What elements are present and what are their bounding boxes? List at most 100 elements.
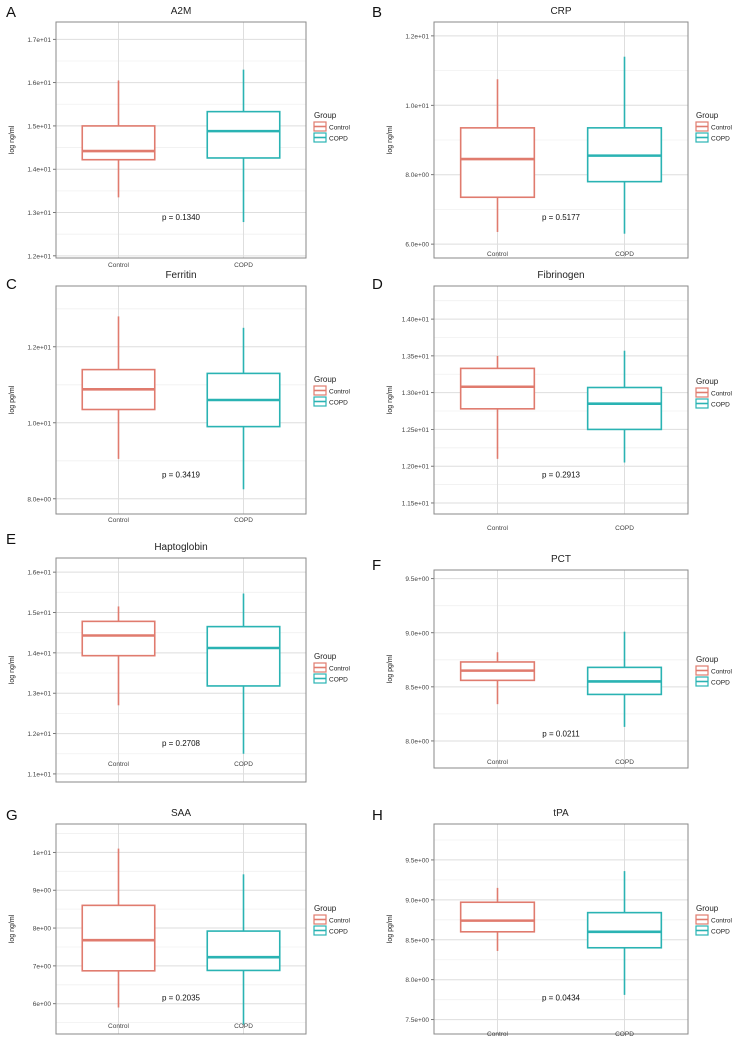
p-value-annotation: p = 0.5177 bbox=[542, 213, 581, 222]
y-tick-label: 9.0e+00 bbox=[405, 897, 429, 904]
y-tick-label: 8.0e+00 bbox=[405, 172, 429, 179]
legend: Group Control COPD bbox=[313, 375, 351, 407]
box-iqr bbox=[586, 911, 663, 949]
x-tick-label: Control bbox=[108, 761, 130, 768]
chart-title: A2M bbox=[171, 6, 192, 17]
plot-frame bbox=[55, 21, 307, 259]
y-tick-label: 1.7e+01 bbox=[27, 37, 51, 44]
legend-label-control: Control bbox=[711, 125, 733, 132]
x-tick-label: COPD bbox=[234, 1023, 253, 1030]
x-tick-label: Control bbox=[108, 262, 130, 269]
legend-title: Group bbox=[314, 904, 337, 913]
legend-label-copd: COPD bbox=[329, 400, 348, 407]
y-tick-label: 1.5e+01 bbox=[27, 123, 51, 130]
p-value-annotation: p = 0.2708 bbox=[162, 739, 201, 748]
y-tick-label: 9.5e+00 bbox=[405, 576, 429, 583]
y-tick-label: 1.40e+01 bbox=[402, 317, 430, 324]
y-tick-label: 8.0e+00 bbox=[405, 738, 429, 745]
box-iqr bbox=[586, 386, 663, 431]
legend-title: Group bbox=[696, 377, 719, 386]
plot-frame bbox=[433, 21, 689, 259]
chart-title: Ferritin bbox=[165, 270, 196, 281]
x-tick-label: COPD bbox=[234, 517, 253, 524]
chart-title: tPA bbox=[553, 808, 569, 819]
y-tick-label: 7e+00 bbox=[33, 963, 52, 970]
y-tick-label: 8.0e+00 bbox=[27, 496, 51, 503]
boxplot-control bbox=[81, 606, 156, 706]
p-value-annotation: p = 0.0211 bbox=[542, 729, 580, 738]
panel-g: G SAA 6e+00 7e+00 8e+00 9e+00 1e+01 p = 0.2035 C… bbox=[6, 807, 351, 1035]
panel-b: B CRP 6.0e+00 8.0e+00 1.0e+01 1.2e+01 p = 0.51… bbox=[372, 4, 733, 259]
y-tick-label: 1.3e+01 bbox=[27, 210, 51, 217]
chart-title: Fibrinogen bbox=[537, 270, 584, 281]
y-tick-label: 8.5e+00 bbox=[405, 684, 429, 691]
y-tick-label: 1.30e+01 bbox=[402, 390, 430, 397]
box-iqr bbox=[81, 125, 156, 161]
x-tick-label: COPD bbox=[615, 759, 634, 766]
legend-label-copd: COPD bbox=[329, 929, 348, 936]
legend: Group Control COPD bbox=[313, 111, 351, 143]
boxplot-copd bbox=[206, 327, 281, 490]
chart-title: PCT bbox=[551, 554, 571, 565]
x-tick-label: COPD bbox=[615, 1031, 634, 1038]
legend-label-control: Control bbox=[329, 918, 351, 925]
box-iqr bbox=[81, 904, 156, 972]
x-tick-label: Control bbox=[487, 251, 509, 258]
y-axis-label: log ng/ml bbox=[9, 125, 16, 154]
y-tick-label: 6e+00 bbox=[33, 1001, 52, 1008]
legend-label-control: Control bbox=[329, 125, 351, 132]
legend-label-copd: COPD bbox=[711, 402, 730, 409]
legend-title: Group bbox=[314, 375, 337, 384]
y-tick-label: 1.3e+01 bbox=[27, 691, 51, 698]
y-tick-label: 1.5e+01 bbox=[27, 610, 51, 617]
boxplot-copd bbox=[206, 593, 281, 754]
legend-label-control: Control bbox=[711, 669, 733, 676]
panel-label: H bbox=[372, 807, 383, 824]
panel-label: E bbox=[6, 531, 16, 548]
y-tick-label: 1.4e+01 bbox=[27, 650, 51, 657]
x-tick-label: COPD bbox=[615, 251, 634, 258]
y-axis-label: log ng/ml bbox=[387, 385, 394, 414]
p-value-annotation: p = 0.3419 bbox=[162, 471, 201, 480]
panel-label: A bbox=[6, 4, 16, 21]
y-tick-label: 1.0e+01 bbox=[405, 103, 429, 110]
box-iqr bbox=[459, 901, 536, 933]
boxplot-control bbox=[81, 316, 156, 459]
y-tick-label: 1.2e+01 bbox=[27, 344, 51, 351]
boxplot-control bbox=[459, 652, 536, 705]
boxplot-control bbox=[459, 355, 536, 459]
chart-title: SAA bbox=[171, 808, 191, 819]
plot-frame bbox=[433, 823, 689, 1035]
y-tick-label: 1.2e+01 bbox=[27, 731, 51, 738]
legend-title: Group bbox=[696, 655, 719, 664]
box-iqr bbox=[206, 625, 281, 687]
legend-label-control: Control bbox=[711, 391, 733, 398]
box-iqr bbox=[81, 620, 156, 657]
y-tick-label: 1.1e+01 bbox=[27, 771, 51, 778]
x-tick-label: Control bbox=[108, 1023, 130, 1030]
legend: Group Control COPD bbox=[695, 655, 733, 687]
x-tick-label: Control bbox=[108, 517, 130, 524]
y-tick-label: 7.5e+00 bbox=[405, 1017, 429, 1024]
panel-c: C Ferritin 8.0e+00 1.0e+01 1.2e+01 p = 0.3419… bbox=[6, 270, 351, 524]
legend-title: Group bbox=[696, 111, 719, 120]
legend-title: Group bbox=[314, 652, 337, 661]
y-tick-label: 1.6e+01 bbox=[27, 570, 51, 577]
x-tick-label: Control bbox=[487, 1031, 509, 1038]
box-iqr bbox=[206, 110, 281, 159]
panel-f: F PCT 8.0e+00 8.5e+00 9.0e+00 9.5e+00 p = 0.02… bbox=[372, 554, 733, 769]
box-iqr bbox=[206, 930, 281, 972]
boxplot-copd bbox=[206, 874, 281, 1025]
y-tick-label: 6.0e+00 bbox=[405, 242, 429, 249]
y-tick-label: 1e+01 bbox=[33, 850, 52, 857]
x-tick-label: Control bbox=[487, 525, 509, 532]
legend-label-control: Control bbox=[329, 666, 351, 673]
legend-label-control: Control bbox=[711, 918, 733, 925]
y-tick-label: 1.20e+01 bbox=[402, 464, 430, 471]
legend-label-copd: COPD bbox=[711, 136, 730, 143]
box-iqr bbox=[459, 367, 536, 410]
panel-e: E Haptoglobin 1.1e+01 1.2e+01 1.3e+01 1.4e+01… bbox=[6, 531, 351, 783]
p-value-annotation: p = 0.1340 bbox=[162, 213, 201, 222]
